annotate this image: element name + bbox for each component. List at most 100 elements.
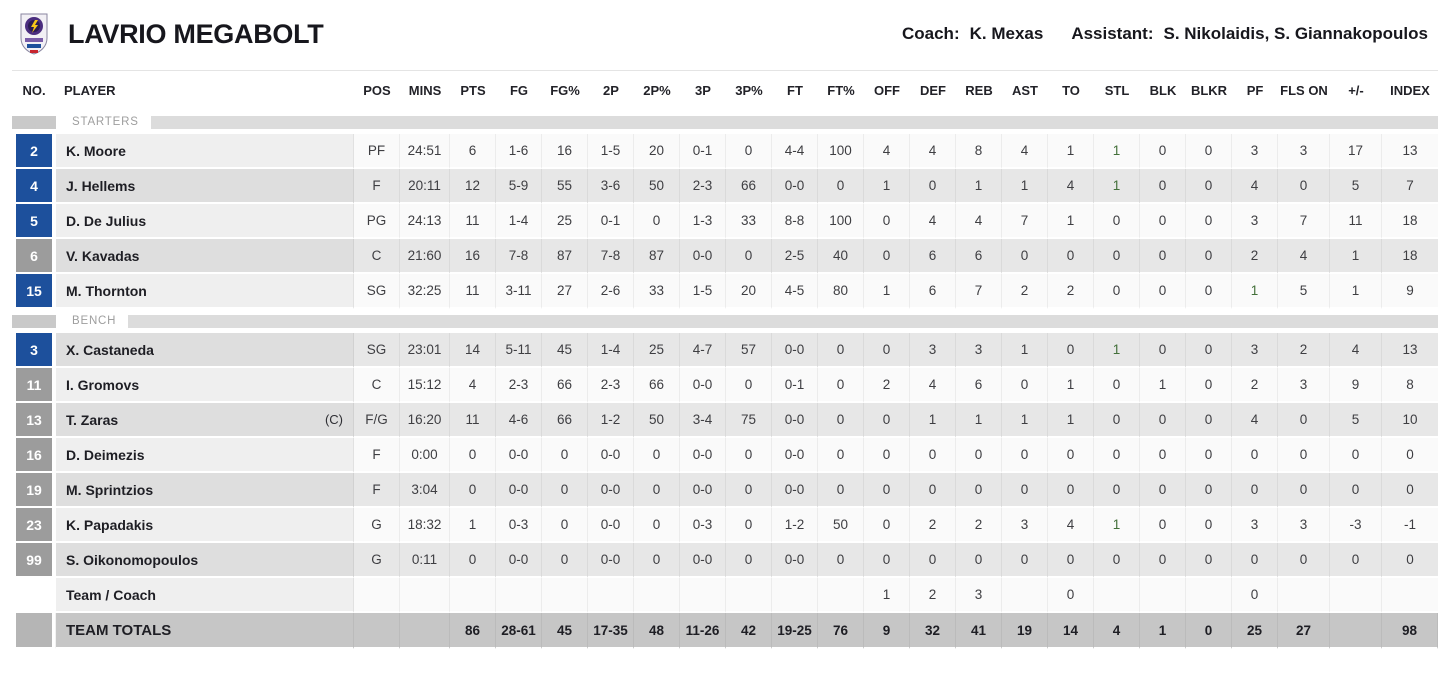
stat-cell-3p: 66 <box>726 169 772 204</box>
name-text: V. Kavadas <box>66 247 140 264</box>
stat-cell-ast: 1 <box>1002 169 1048 204</box>
section-divider-bar <box>128 314 1438 328</box>
player-name: T. Zaras (C) <box>56 403 354 438</box>
coach-label: Coach: <box>901 24 960 43</box>
stat-cell-pts: 0 <box>450 438 496 473</box>
stat-cell-pts: 0 <box>450 543 496 578</box>
totals-number-block <box>15 613 52 647</box>
stat-cell-reb: 8 <box>956 134 1002 169</box>
table-header-row: NO. PLAYER POS MINS PTS FG FG% 2P 2P% 3P 3P% FT FT% O… <box>12 70 1438 110</box>
stat-cell-mins: 24:13 <box>400 204 450 239</box>
stat-cell-fg: 2-3 <box>496 368 542 403</box>
name-text: K. Moore <box>66 142 126 159</box>
stat-cell-pts <box>450 578 496 613</box>
stat-cell-ast: 1 <box>1002 403 1048 438</box>
column-header-pts: PTS <box>450 70 496 110</box>
column-header-stl: STL <box>1094 70 1140 110</box>
player-name: S. Oikonomopoulos <box>56 543 354 578</box>
stat-cell-ast: 4 <box>1002 134 1048 169</box>
stat-cell-2p <box>588 578 634 613</box>
column-header-3p: 3P% <box>726 70 772 110</box>
section-left-block <box>12 314 56 328</box>
stat-cell-index: 0 <box>1382 543 1438 578</box>
stat-cell-mins: 24:51 <box>400 134 450 169</box>
stat-cell-fg: 45 <box>542 333 588 368</box>
stat-cell-fg: 4-6 <box>496 403 542 438</box>
section-row-starters: STARTERS <box>12 110 1438 134</box>
stat-cell-off: 4 <box>864 134 910 169</box>
stat-cell-blk: 0 <box>1140 239 1186 274</box>
stat-cell-2p: 1-5 <box>588 134 634 169</box>
stat-cell-off: 0 <box>864 403 910 438</box>
stat-cell-blk: 1 <box>1140 368 1186 403</box>
assistant-label: Assistant: <box>1071 24 1154 43</box>
player-row-x-castaneda: 3 X. Castaneda SG 23:01 14 5-11 45 1-4 25 4-7 57 0-… <box>12 333 1438 368</box>
column-header-mins: MINS <box>400 70 450 110</box>
stat-cell-fls-on: 3 <box>1278 368 1330 403</box>
jersey-number-cell <box>12 613 56 649</box>
column-header-pf: PF <box>1232 70 1278 110</box>
section-left-block <box>12 115 56 129</box>
stat-cell-ft: 40 <box>818 239 864 274</box>
stat-cell-def: 1 <box>910 403 956 438</box>
stat-cell-pf: 0 <box>1232 438 1278 473</box>
stat-cell-fls-on: 2 <box>1278 333 1330 368</box>
captain-marker: (C) <box>324 411 343 427</box>
stat-cell-ft: 50 <box>818 508 864 543</box>
stat-cell-off: 1 <box>864 578 910 613</box>
stat-cell-ft: 4-5 <box>772 274 818 309</box>
jersey-number-cell: 13 <box>12 403 56 438</box>
stat-cell-to: 4 <box>1048 508 1094 543</box>
stat-cell-ft: 8-8 <box>772 204 818 239</box>
stat-cell-3p: 75 <box>726 403 772 438</box>
stat-cell-ft: 0 <box>818 368 864 403</box>
stat-cell-pf: 2 <box>1232 368 1278 403</box>
stat-cell-: 4 <box>1330 333 1382 368</box>
stat-cell-blkr: 0 <box>1186 169 1232 204</box>
stat-cell-pos: G <box>354 543 400 578</box>
player-name: K. Papadakis <box>56 508 354 543</box>
stat-cell-ast: 1 <box>1002 333 1048 368</box>
stat-cell- <box>1330 578 1382 613</box>
jersey-number-cell: 3 <box>12 333 56 368</box>
stat-cell-def: 6 <box>910 239 956 274</box>
box-score-table: NO. PLAYER POS MINS PTS FG FG% 2P 2P% 3P 3P% FT FT% O… <box>12 70 1438 649</box>
player-row-k-moore: 2 K. Moore PF 24:51 6 1-6 16 1-5 20 0-1 0 4-4 100 4 4 8… <box>12 134 1438 169</box>
stat-cell-to: 4 <box>1048 169 1094 204</box>
stat-cell-off: 0 <box>864 508 910 543</box>
stat-cell-index: 0 <box>1382 473 1438 508</box>
section-label: STARTERS <box>72 116 139 128</box>
jersey-number-cell: 16 <box>12 438 56 473</box>
player-name: K. Moore <box>56 134 354 169</box>
stat-cell-ast: 19 <box>1002 613 1048 649</box>
stat-cell-fg: 0 <box>542 438 588 473</box>
name-text: M. Thornton <box>66 282 147 299</box>
player-name: M. Thornton <box>56 274 354 309</box>
stat-cell-3p: 0 <box>726 473 772 508</box>
stat-cell-pos: F <box>354 473 400 508</box>
stat-cell-to: 0 <box>1048 239 1094 274</box>
name-text: T. Zaras <box>66 411 119 428</box>
column-header-blkr: BLKR <box>1186 70 1232 110</box>
stat-cell-3p <box>680 578 726 613</box>
section-row-bench: BENCH <box>12 309 1438 333</box>
stat-cell-reb: 6 <box>956 368 1002 403</box>
stat-cell-ast: 0 <box>1002 543 1048 578</box>
stat-cell-3p: 11-26 <box>680 613 726 649</box>
stat-cell-reb: 0 <box>956 438 1002 473</box>
stat-cell-index: 18 <box>1382 204 1438 239</box>
stat-cell-pos: SG <box>354 333 400 368</box>
stat-cell-def: 3 <box>910 333 956 368</box>
stat-cell-reb: 1 <box>956 169 1002 204</box>
stat-cell-fg: 25 <box>542 204 588 239</box>
name-text: D. Deimezis <box>66 446 145 463</box>
column-header-def: DEF <box>910 70 956 110</box>
jersey-number-badge: 4 <box>16 169 52 202</box>
stat-cell-2p: 33 <box>634 274 680 309</box>
stat-cell-: 9 <box>1330 368 1382 403</box>
stat-cell-2p: 0 <box>634 543 680 578</box>
stat-cell-fg: 0-0 <box>496 543 542 578</box>
stat-cell-pf: 3 <box>1232 333 1278 368</box>
stat-cell-2p: 2-6 <box>588 274 634 309</box>
jersey-number-cell: 2 <box>12 134 56 169</box>
